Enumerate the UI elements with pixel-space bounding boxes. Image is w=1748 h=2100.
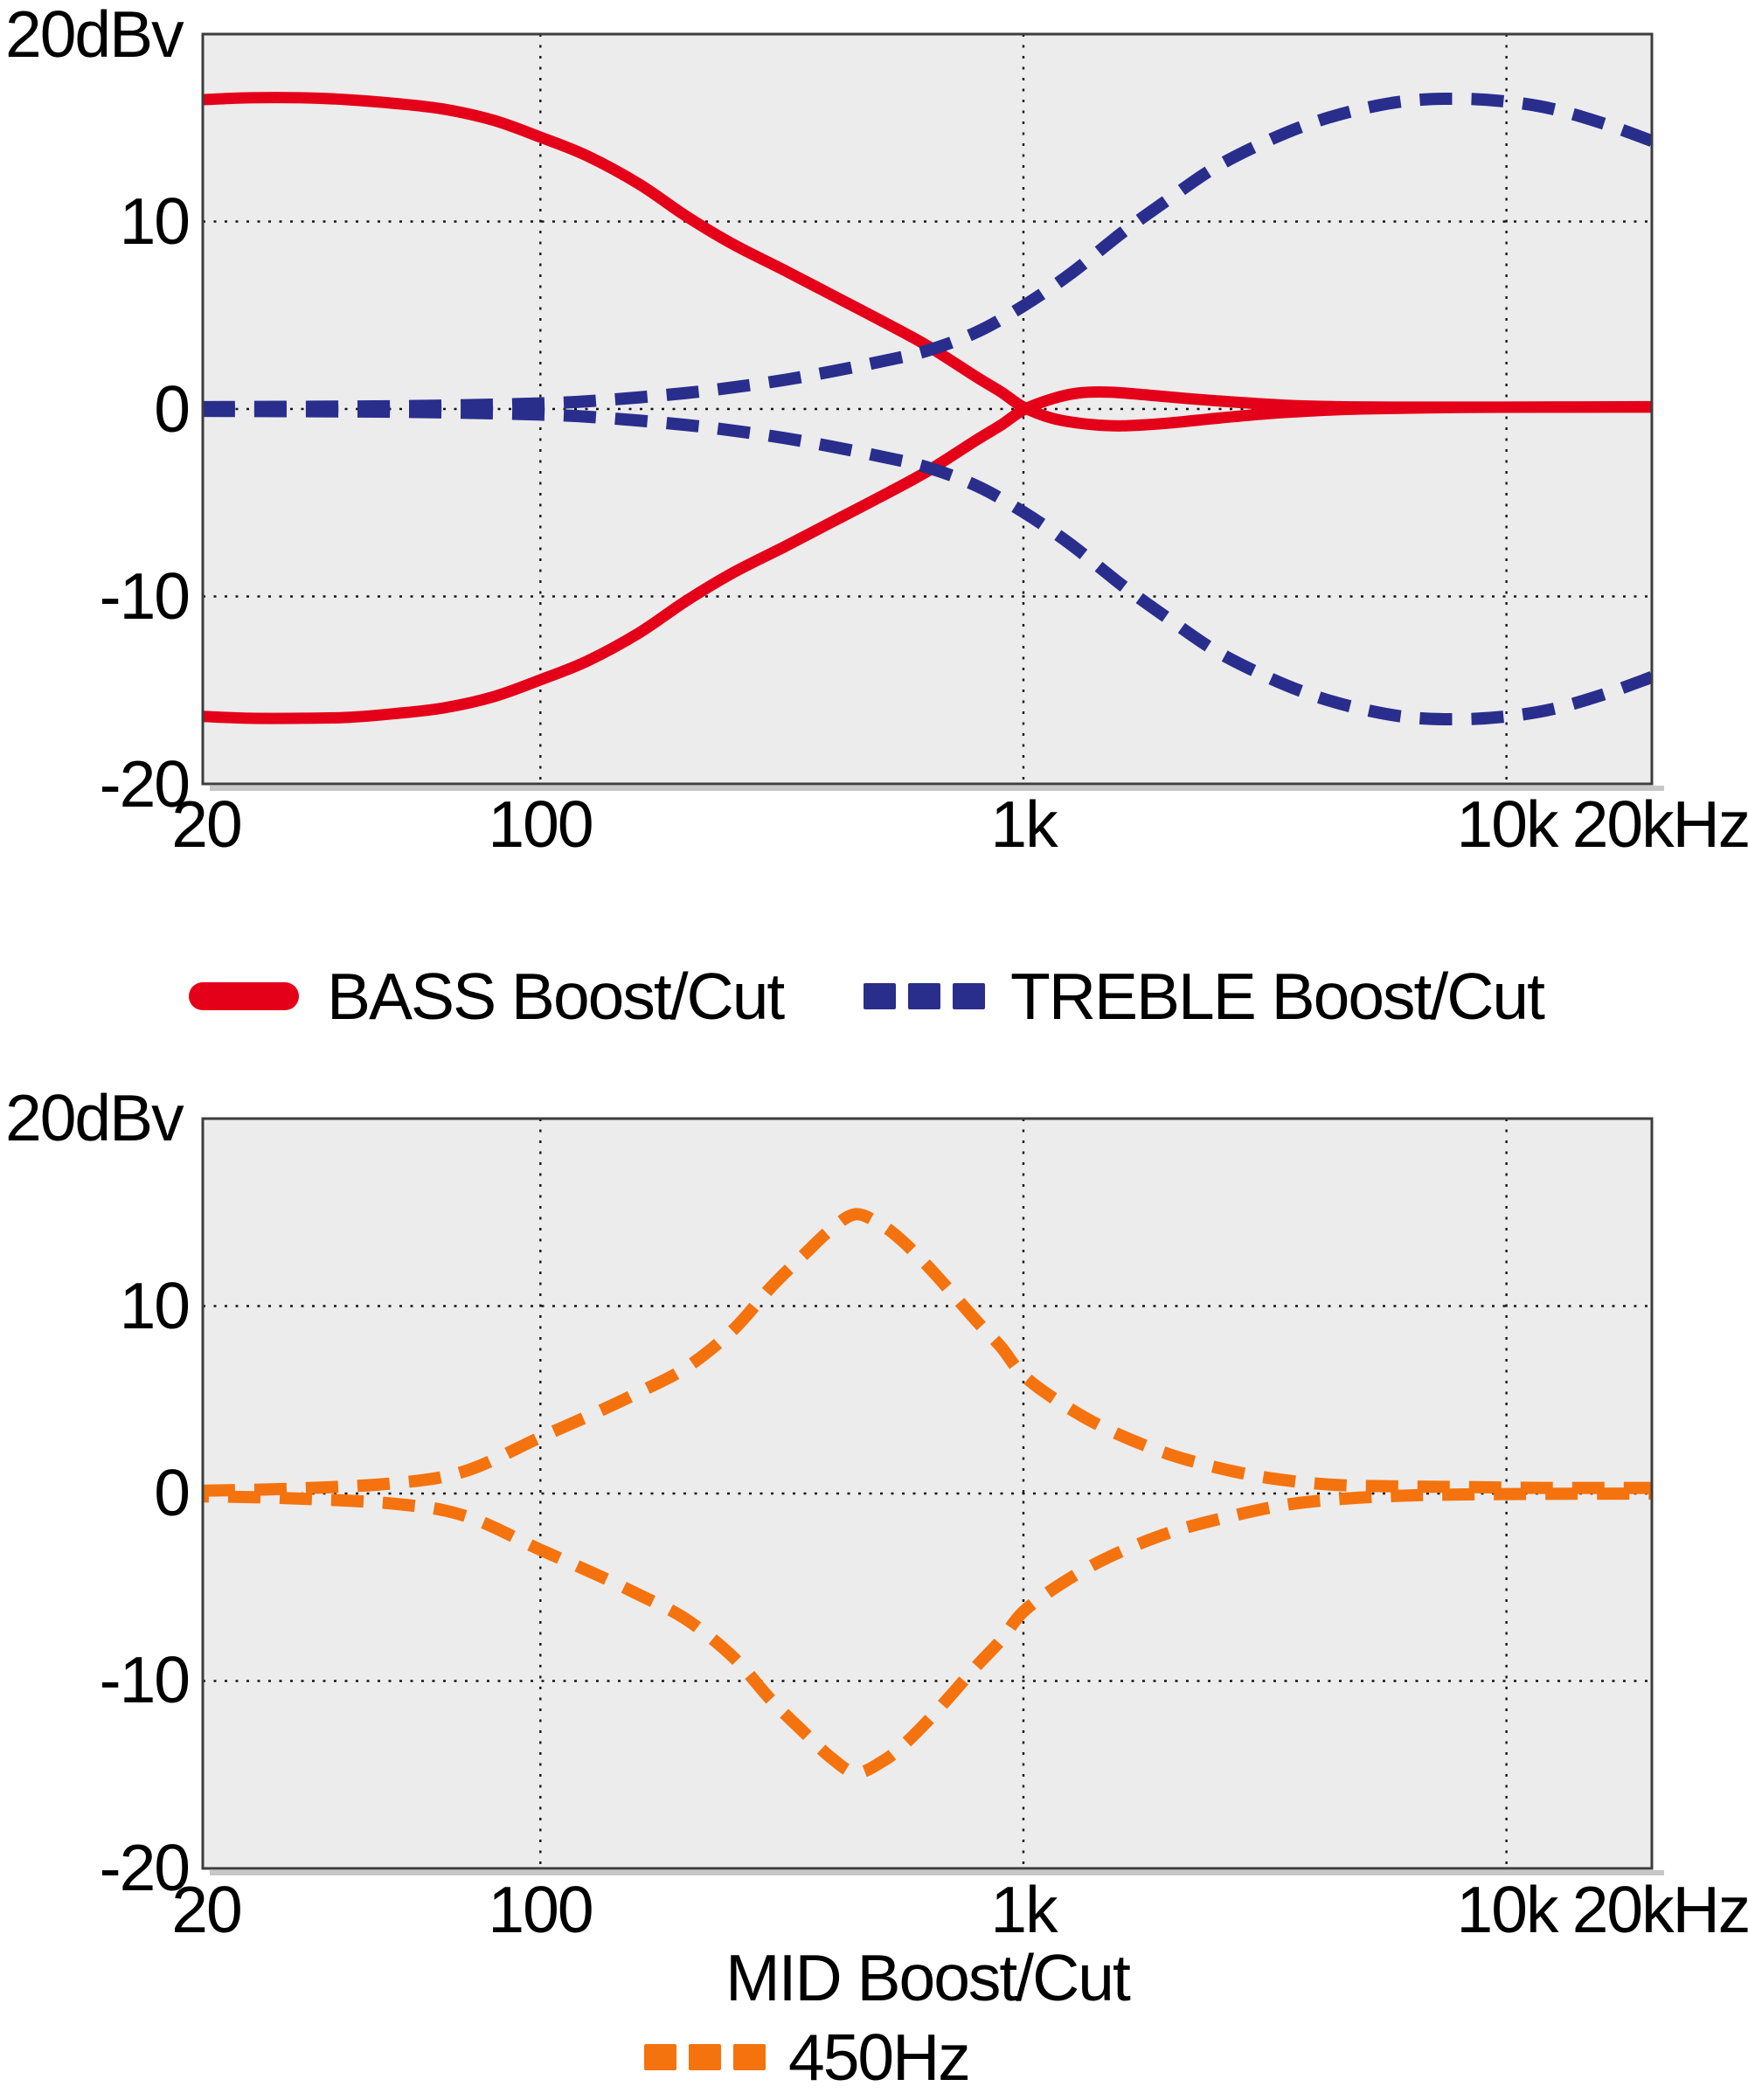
bottom-chart-x-tick-1k: 1k: [990, 1873, 1058, 1946]
series-treble-cut: [203, 405, 1652, 726]
top-chart-y-tick-0: 0: [154, 372, 191, 446]
bass-legend-label: BASS Boost/Cut: [327, 960, 785, 1033]
series-treble-boost: [203, 92, 1652, 413]
chart-0: [201, 32, 1664, 791]
treble-swatch-dash-3: [953, 983, 985, 1009]
top-chart-x-tick-20khz: 20kHz: [1571, 787, 1748, 861]
bottom-chart-x-tick-10k: 10k: [1456, 1873, 1559, 1946]
treble-legend-swatch: [864, 983, 985, 1009]
bottom-chart-y-tick-10: 10: [119, 1269, 191, 1342]
bottom-chart-y-axis-unit-label: 20dBv: [5, 1081, 184, 1154]
series-mid-cut-450hz-: [203, 1487, 1652, 1779]
mid-swatch-dash-2: [689, 2044, 721, 2070]
top-chart-y-tick-10: 10: [119, 184, 191, 258]
top-chart-y-tick-neg20: -20: [99, 747, 191, 821]
bass-legend-swatch: [189, 982, 299, 1010]
mid-legend-swatch: [644, 2044, 766, 2070]
top-chart-y-tick-neg10: -10: [99, 559, 191, 633]
top-chart-x-tick-20: 20: [171, 787, 242, 861]
chart-1: [201, 1117, 1664, 1875]
mid-legend-label: 450Hz: [788, 2020, 971, 2094]
mid-swatch-dash-1: [644, 2044, 676, 2070]
bottom-chart-x-tick-20: 20: [171, 1873, 242, 1946]
treble-swatch-dash-2: [908, 983, 940, 1009]
bottom-chart-y-tick-0: 0: [154, 1456, 191, 1529]
top-chart-x-tick-100: 100: [488, 787, 593, 861]
treble-swatch-dash-1: [864, 983, 896, 1009]
bottom-chart-x-axis-title: MID Boost/Cut: [725, 1941, 1131, 2014]
top-chart-x-tick-1k: 1k: [990, 787, 1058, 861]
bottom-chart-y-tick-neg20: -20: [99, 1831, 191, 1904]
top-chart-x-tick-10k: 10k: [1456, 787, 1559, 861]
top-chart-y-axis-unit-label: 20dBv: [5, 0, 184, 71]
bottom-chart-y-tick-neg10: -10: [99, 1643, 191, 1716]
bottom-chart-x-tick-20khz: 20kHz: [1571, 1873, 1748, 1946]
treble-legend-label: TREBLE Boost/Cut: [1010, 960, 1545, 1033]
bottom-chart-x-tick-100: 100: [488, 1873, 593, 1946]
series-mid-boost-450hz-: [203, 1208, 1652, 1497]
mid-swatch-dash-3: [733, 2044, 766, 2070]
